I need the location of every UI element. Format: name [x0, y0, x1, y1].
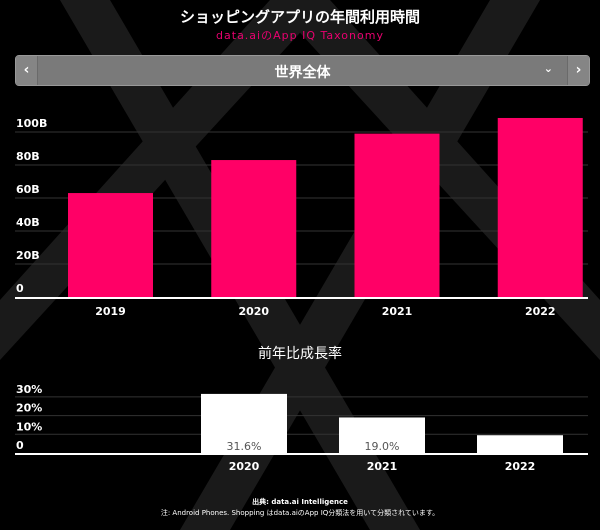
y-tick-label: 10%	[16, 420, 42, 433]
growth-bar-2020	[201, 393, 287, 453]
bar-2020	[211, 160, 297, 297]
y-tick-label: 30%	[16, 383, 42, 396]
data-label: 19.0%	[365, 440, 400, 453]
bar-2021	[354, 133, 440, 297]
region-selector-value: 世界全体	[274, 65, 331, 81]
region-selector[interactable]: ‹ 世界全体 ⌄ ›	[15, 55, 590, 86]
chevron-left-icon[interactable]: ‹	[16, 56, 38, 85]
annual-usage-chart: 0 20B 40B 60B 80B 100B 2019 2020 2021 2022	[15, 117, 588, 318]
y-tick-label: 40B	[16, 216, 40, 229]
chevron-down-icon[interactable]: ⌄	[543, 62, 553, 75]
x-tick-label: 2021	[367, 460, 398, 473]
chart-title: ショッピングアプリの年間利用時間	[179, 8, 420, 26]
x-tick-label: 2022	[505, 460, 536, 473]
y-tick-label: 0	[16, 282, 24, 295]
x-tick-label: 2019	[95, 305, 126, 318]
x-tick-label: 2022	[525, 305, 556, 318]
growth-chart-title: 前年比成長率	[258, 346, 342, 362]
x-tick-label: 2020	[238, 305, 269, 318]
x-tick-label: 2021	[382, 305, 413, 318]
y-tick-label: 100B	[16, 117, 47, 130]
data-label: 31.6%	[227, 440, 262, 453]
chevron-right-icon[interactable]: ›	[567, 56, 589, 85]
bar-2022	[497, 117, 583, 297]
y-tick-label: 20B	[16, 249, 40, 262]
note-text: 注: Android Phones. Shopping はdata.aiのApp…	[160, 509, 440, 517]
y-tick-label: 20%	[16, 402, 42, 415]
x-tick-label: 2020	[229, 460, 260, 473]
growth-bar-2021	[339, 417, 425, 453]
chart-subtitle: data.aiのApp IQ Taxonomy	[216, 29, 384, 42]
source-text: 出典: data.ai Intelligence	[252, 498, 348, 506]
bar-2019	[68, 193, 153, 297]
y-tick-label: 60B	[16, 183, 40, 196]
y-tick-label: 80B	[16, 150, 40, 163]
growth-bar-2022	[477, 435, 563, 453]
y-tick-label: 0	[16, 439, 24, 452]
